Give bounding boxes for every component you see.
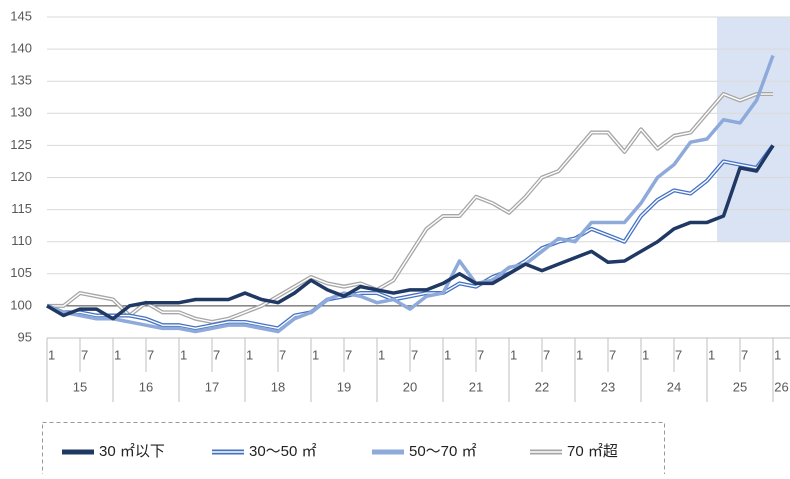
series-line: [46, 54, 775, 334]
x-tick-label: 7: [741, 347, 748, 362]
y-tick-label: 125: [10, 137, 32, 152]
series-line-inner: [47, 93, 773, 323]
year-label: 19: [337, 379, 351, 394]
year-label: 23: [601, 379, 615, 394]
year-label: 22: [535, 379, 549, 394]
year-label: 25: [733, 379, 747, 394]
x-tick-label: 1: [246, 347, 253, 362]
year-label: 15: [73, 379, 87, 394]
x-tick-label: 7: [213, 347, 220, 362]
x-tick-label: 7: [279, 347, 286, 362]
y-tick-label: 105: [10, 265, 32, 280]
series-line-inner: [46, 144, 774, 330]
y-tick-label: 145: [10, 8, 32, 23]
x-tick-label: 7: [543, 347, 550, 362]
x-tick-label: 7: [411, 347, 418, 362]
x-tick-label: 1: [510, 347, 517, 362]
y-tick-label: 110: [11, 233, 32, 248]
y-tick-label: 120: [10, 169, 32, 184]
y-tick-label: 130: [10, 105, 32, 120]
series-line: [46, 144, 775, 321]
y-tick-label: 140: [10, 41, 32, 56]
legend-label: 30 ㎡以下: [99, 443, 165, 460]
x-tick-label: 1: [114, 347, 121, 362]
year-label: 16: [139, 379, 153, 394]
y-tick-label: 100: [10, 297, 32, 312]
series-line: [47, 92, 773, 324]
x-tick-label: 1: [444, 347, 451, 362]
x-tick-label: 7: [609, 347, 616, 362]
y-tick-label: 115: [11, 201, 32, 216]
year-label: 18: [271, 379, 285, 394]
year-label: 17: [205, 379, 219, 394]
year-label: 20: [403, 379, 417, 394]
x-tick-label: 7: [477, 347, 484, 362]
x-tick-label: 1: [774, 347, 781, 362]
x-tick-label: 1: [708, 347, 715, 362]
year-label: 21: [469, 379, 483, 394]
legend-label: 30～50 ㎡: [249, 443, 317, 460]
year-label: 24: [667, 379, 681, 394]
x-tick-label: 1: [576, 347, 583, 362]
x-tick-label: 1: [180, 347, 187, 362]
year-label: 26: [774, 379, 788, 394]
legend-box: [42, 422, 665, 479]
x-tick-label: 1: [378, 347, 385, 362]
x-tick-label: 7: [81, 347, 88, 362]
x-tick-label: 1: [642, 347, 649, 362]
y-tick-label: 135: [10, 73, 32, 88]
legend-label: 50～70 ㎡: [409, 443, 477, 460]
x-tick-label: 7: [345, 347, 352, 362]
legend-label: 70 ㎡超: [567, 443, 618, 460]
x-tick-label: 7: [147, 347, 154, 362]
x-tick-label: 1: [312, 347, 319, 362]
x-tick-label: 1: [48, 347, 55, 362]
x-tick-label: 7: [675, 347, 682, 362]
y-tick-label: 95: [18, 329, 32, 344]
